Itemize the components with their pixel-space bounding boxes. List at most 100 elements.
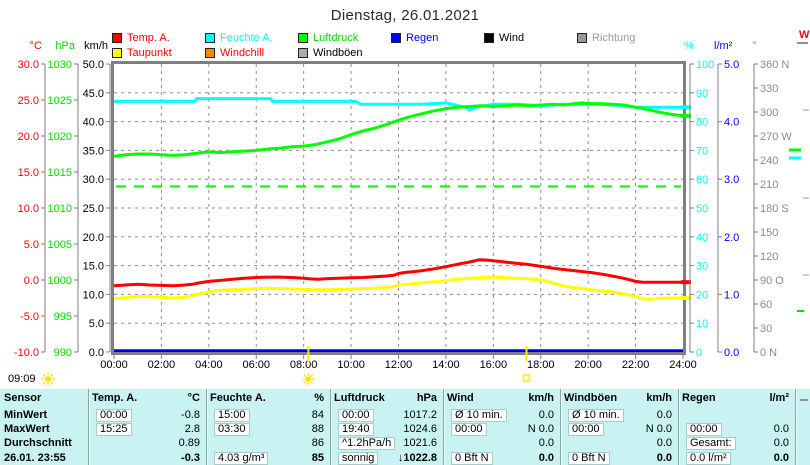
series-luftdruck: [113, 101, 684, 158]
cell-info-luftdruck-2: ^1.2hPa/h: [338, 437, 396, 450]
col-header-feuchte-a: Feuchte A.: [210, 392, 266, 404]
axis-tick-label: 90: [696, 88, 708, 100]
x-tick-label: 24:00: [669, 359, 697, 371]
axis-tick-label: 100: [696, 59, 714, 71]
regen-swatch-icon: [391, 32, 401, 43]
cell-value-feuchte-a-2: 86: [311, 437, 324, 449]
cell-value-luftdruck-3: ↓1022.8: [397, 452, 437, 464]
axis-tick-label: 0 N: [760, 347, 777, 359]
axis-tick-label: 4.0: [724, 117, 739, 129]
axis-tick-label: 990: [54, 347, 72, 359]
axis-tick-label: 25.0: [83, 203, 104, 215]
cell-info-wind-1: 00:00: [451, 423, 487, 436]
axis-tick-label: 25.0: [18, 95, 39, 107]
axis-tick-label: 5.0: [89, 318, 104, 330]
sun-core: [305, 376, 312, 382]
legend-item-temp-a: Temp. A.: [112, 31, 170, 44]
axis-tick-label: 0.0: [724, 347, 739, 359]
axis-tick-label: 120: [760, 251, 778, 263]
cell-value-temp-a-3: -0.3: [181, 452, 200, 464]
axis-tick-label: 80: [696, 117, 708, 129]
x-tick-label: 04:00: [195, 359, 223, 371]
axis-tick-label: 1.0: [724, 289, 739, 301]
axis-tick-label: 20.0: [18, 131, 39, 143]
weather-chart: 30.025.020.015.010.05.00.0-5.0-10.010301…: [14, 29, 810, 385]
cell-info-wind-0: Ø 10 min.: [451, 409, 507, 422]
weather-stats-table: Sensor MinWert MaxWert Durchschnitt 26.01. 2…: [0, 388, 810, 465]
sun-ray: [303, 380, 307, 384]
table-header-sensor: Sensor: [4, 392, 42, 404]
axis-tick-label: 180 S: [760, 203, 789, 215]
table-column-divider: [330, 389, 331, 465]
x-tick-label: 10:00: [337, 359, 365, 371]
axis-tick-label: 0.0: [89, 347, 104, 359]
col-unit-windböen: km/h: [646, 392, 672, 404]
cell-value-regen-2: 0.0: [773, 437, 789, 449]
cell-value-luftdruck-1: 1024.6: [403, 423, 437, 435]
axis-tick-label: 50: [696, 203, 708, 215]
axis-tick-label: 3.0: [724, 174, 739, 186]
cell-info-feuchte-a-1: 03:30: [214, 423, 250, 436]
plot-frame: [111, 61, 686, 355]
axis-tick-label: 30: [696, 261, 708, 273]
cell-value-luftdruck-2: 1021.6: [403, 437, 437, 449]
axis-tick-label: 1015: [48, 167, 72, 179]
axis-tick-label: 1010: [48, 203, 72, 215]
axis-tick-label: 40.0: [83, 117, 104, 129]
cell-value-windböen-0: 0.0: [656, 409, 672, 421]
axis-tick-label: 5.0: [724, 59, 739, 71]
axis-tick-label: 1025: [48, 95, 72, 107]
axis-deg: 360 N 330 300 270 W 240 210 180 S 150 120 90 O 60 3…: [753, 59, 792, 359]
cell-value-regen-1: 0.0: [773, 423, 789, 435]
sun-ray: [303, 374, 307, 378]
axis-tick-label: 70: [696, 145, 708, 157]
cell-info-feuchte-a-0: 15:00: [214, 409, 250, 422]
axis-tick-label: 0.0: [24, 275, 39, 287]
legend-item-windchill: Windchill: [205, 46, 264, 59]
cell-value-temp-a-1: 2.8: [184, 423, 200, 435]
legend-label: Taupunkt: [127, 46, 172, 59]
axis-tick-label: 20: [696, 289, 708, 301]
cell-info-temp-a-1: 15:25: [96, 423, 132, 436]
col-header-temp-a: Temp. A.: [92, 392, 138, 404]
cell-info-wind-3: 0 Bft N: [451, 452, 493, 465]
axis-tick-label: 15.0: [18, 167, 39, 179]
col-unit-regen: l/m²: [769, 392, 789, 404]
x-tick-label: 20:00: [574, 359, 602, 371]
cell-info-windböen-1: 00:00: [568, 423, 604, 436]
axis-tick-label: 50.0: [83, 59, 104, 71]
col-header-luftdruck: Luftdruck: [334, 392, 385, 404]
axis-tick-label: 240: [760, 155, 778, 167]
legend-item-richtung: Richtung: [577, 31, 635, 44]
sun-ray: [310, 380, 314, 384]
cell-info-windböen-3: 0 Bft N: [568, 452, 610, 465]
axis-tick-label: 1020: [48, 131, 72, 143]
axis-tick-label: 30: [760, 323, 772, 335]
series-taupunkt: [113, 275, 683, 301]
axis-tick-label: 210: [760, 179, 778, 191]
legend-label: Richtung: [592, 31, 636, 44]
row-label-maxwert: MaxWert: [4, 423, 50, 435]
axis-tick-label: 270 W: [760, 131, 792, 143]
sun-icon: [41, 372, 55, 386]
axis-tick-label: 20.0: [83, 232, 104, 244]
page-title: Dienstag, 26.01.2021: [330, 7, 480, 24]
x-tick-label: 02:00: [148, 359, 176, 371]
legend-label: Windböen: [313, 46, 363, 59]
cell-value-feuchte-a-3: 85: [311, 452, 324, 464]
legend-item-windböen: Windböen: [298, 46, 363, 59]
axis-tick-label: 40: [696, 232, 708, 244]
cell-value-windböen-1: N 0.0: [645, 423, 672, 435]
cell-value-wind-3: 0.0: [538, 452, 554, 464]
legend-item-taupunkt: Taupunkt: [112, 46, 172, 59]
axis-tick-label: -5.0: [20, 311, 39, 323]
axis-unit-kmh: km/h: [84, 40, 108, 52]
luftdruck-swatch-icon: [298, 32, 308, 43]
legend-label: Wind: [499, 31, 525, 44]
row-label-minwert: MinWert: [4, 409, 48, 421]
col-header-regen: Regen: [682, 392, 716, 404]
axis-tick-label: 90 O: [760, 275, 784, 287]
table-column-divider: [443, 389, 444, 465]
cell-info-regen-3: 0.0 l/m²: [686, 452, 731, 465]
